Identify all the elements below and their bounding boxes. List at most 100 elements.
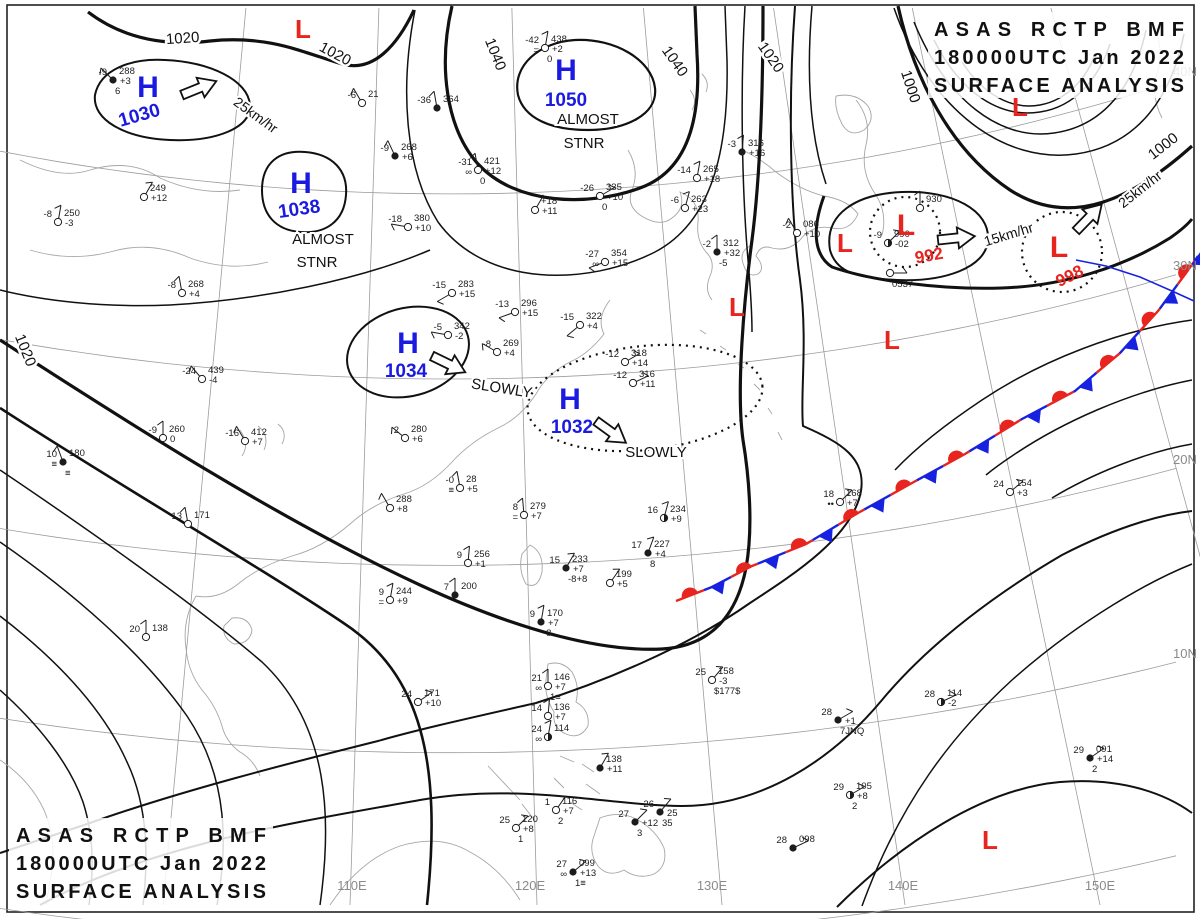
- station-value: -02: [895, 239, 909, 250]
- station-value: -6: [348, 90, 356, 101]
- station-value: 249: [150, 183, 166, 194]
- station-value: +4: [504, 348, 515, 359]
- cold-front-triangle-icon: [1078, 376, 1093, 392]
- station-value: +5: [617, 579, 628, 590]
- station-value: +12: [642, 818, 658, 829]
- station-value: 280: [411, 424, 427, 435]
- station-value: 8: [513, 502, 518, 513]
- annotation-text: STNR: [297, 254, 338, 271]
- station-value: -6: [671, 195, 679, 206]
- station-value: 316: [639, 369, 655, 380]
- lat-label: 30N: [1173, 258, 1197, 273]
- station-value: =: [512, 512, 518, 523]
- station-value: 15: [549, 555, 560, 566]
- station-value: 0537: [892, 279, 913, 290]
- station-value: 25: [667, 808, 678, 819]
- annotation-text: SLOWLY: [625, 444, 686, 461]
- station-plot: -2 086+10: [783, 218, 820, 240]
- station-plot: 0537: [885, 267, 913, 290]
- warm-front-semicircle-icon: [1099, 354, 1115, 369]
- station-value: +12: [151, 193, 167, 204]
- station-value: 1≡: [550, 692, 561, 703]
- station-value: +3: [120, 76, 131, 87]
- trough-line: [1075, 259, 1195, 302]
- station-value: 154: [1016, 478, 1032, 489]
- station-plot: -12 316+11: [613, 369, 655, 390]
- isobars: [0, 5, 1194, 908]
- lat-label: 20N: [1173, 452, 1197, 467]
- station-value: ∞: [560, 869, 567, 880]
- stationary-front: [675, 250, 1200, 603]
- station-plot: -12 318+14: [605, 348, 648, 369]
- station-value: 091: [1096, 744, 1112, 755]
- station-value: 28: [776, 835, 787, 846]
- station-value: -42: [525, 35, 539, 46]
- station-value: 296: [521, 298, 537, 309]
- warm-front-semicircle-icon: [790, 538, 808, 551]
- station-value: +11: [607, 764, 622, 775]
- station-plot: -27 354+15 ∞: [585, 248, 628, 273]
- station-value: -8: [168, 280, 176, 291]
- station-value: 0: [602, 202, 607, 213]
- movement-arrow-icon: [1071, 203, 1103, 236]
- station-plot: -0 28+5 ≡: [446, 470, 478, 496]
- station-value: 438: [551, 34, 567, 45]
- annotation-text: SLOWLY: [470, 375, 533, 401]
- cold-front-triangle-icon: [974, 438, 990, 454]
- station-value: +7: [548, 618, 559, 629]
- station-value: 25: [499, 815, 510, 826]
- cold-front-triangle-icon: [922, 468, 938, 484]
- station-value: 099: [579, 858, 595, 869]
- isobar-1020-topleft: [87, 9, 416, 68]
- isobar-1040-loop: [443, 5, 700, 202]
- station-value: -9: [99, 67, 107, 78]
- station-value: 28: [466, 474, 477, 485]
- station-value: 168: [846, 488, 862, 499]
- station-plot: -9 288+36: [99, 66, 135, 97]
- low-mark: L: [1012, 92, 1028, 122]
- station-value: 9: [530, 609, 535, 620]
- station-plot: -36 364: [417, 90, 459, 112]
- station-value: -15: [432, 280, 446, 291]
- station-plot: -15 283+15: [432, 279, 475, 305]
- station-plot: +18+11: [530, 194, 557, 217]
- movement-arrow-icon: [936, 225, 977, 251]
- station-value: 21: [368, 89, 379, 100]
- title-block-bottomleft: ASAS RCTP BMF 180000UTC Jan 2022 SURFACE…: [9, 818, 273, 906]
- station-value: -3: [728, 139, 736, 150]
- station-value: +8: [523, 824, 534, 835]
- station-value: -0: [446, 475, 454, 486]
- station-value: 9: [457, 550, 462, 561]
- station-value: 086: [803, 219, 819, 230]
- station-value: +10: [607, 192, 623, 203]
- station-plot: 24 171+10: [401, 688, 441, 709]
- station-value: ≡: [65, 468, 71, 479]
- station-value: +3: [1017, 488, 1028, 499]
- station-value: 20: [129, 624, 140, 635]
- station-plot: -9 268+6: [381, 140, 417, 163]
- station-value: 3: [637, 828, 642, 839]
- station-value: -15: [560, 312, 574, 323]
- station-value: +1: [845, 716, 856, 727]
- station-value: 27: [618, 809, 629, 820]
- station-plot: -6 21: [348, 88, 379, 108]
- warm-front-semicircle-icon: [1141, 311, 1156, 327]
- station-plot: -6 263+23: [671, 191, 708, 215]
- station-plot: -18 380+10: [388, 213, 431, 234]
- station-value: 26: [643, 799, 654, 810]
- station-value: +7: [555, 682, 566, 693]
- station-value: 199: [616, 569, 632, 580]
- station-value: +7: [847, 498, 858, 509]
- high-center-symbol: H: [290, 167, 312, 200]
- station-value: 0: [547, 54, 552, 65]
- annotation-text: 25km/hr: [231, 94, 282, 137]
- station-plot: 15 233+7-8+8: [549, 552, 588, 585]
- warm-front-semicircle-icon: [843, 508, 860, 522]
- station-value: 14: [531, 703, 542, 714]
- station-plot: -15 322+4: [560, 311, 602, 339]
- station-value: 283: [458, 279, 474, 290]
- station-value: 244: [396, 586, 412, 597]
- station-value: 16: [647, 505, 658, 516]
